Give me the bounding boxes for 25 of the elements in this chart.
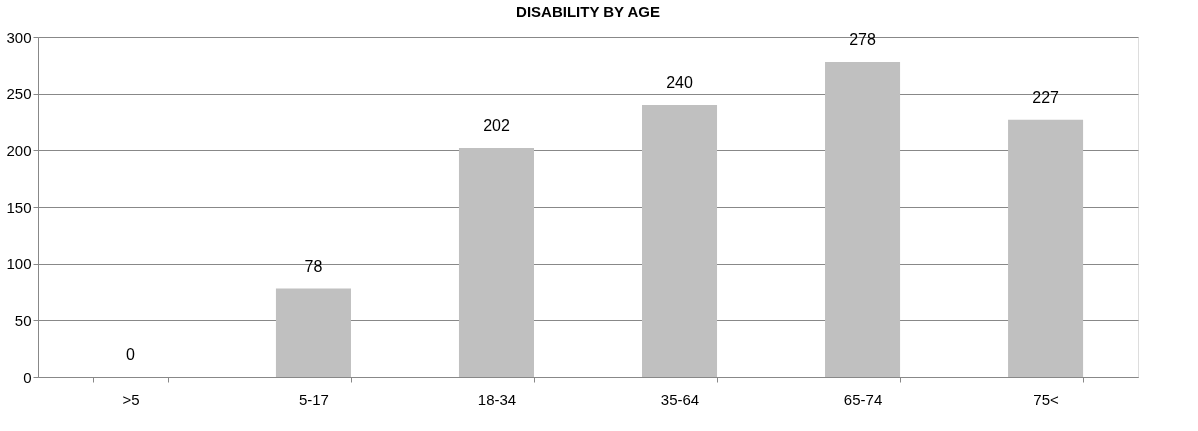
y-tick-label: 250 xyxy=(6,85,32,103)
y-tick-label: 100 xyxy=(6,255,32,273)
x-tick-label: 18-34 xyxy=(477,390,517,408)
bar xyxy=(641,105,718,377)
bar xyxy=(825,61,901,377)
x-tick-label: >5 xyxy=(122,390,140,408)
y-tick-label: 150 xyxy=(6,198,32,216)
data-label: 278 xyxy=(849,30,876,48)
data-label: 227 xyxy=(1032,88,1060,106)
x-tick-label: 35-64 xyxy=(660,390,700,408)
x-tick-label: 75< xyxy=(1033,390,1060,408)
data-label: 0 xyxy=(125,346,135,363)
y-tick-label: 300 xyxy=(6,28,32,46)
x-tick-label: 5-17 xyxy=(298,390,329,408)
x-tick-label: 65-74 xyxy=(843,390,883,408)
bar xyxy=(1008,119,1084,377)
y-tick-label: 0 xyxy=(23,368,32,386)
data-label: 240 xyxy=(666,74,693,91)
data-label: 202 xyxy=(483,117,510,135)
chart-title: DISABILITY BY AGE xyxy=(516,3,660,20)
bar xyxy=(275,288,351,377)
y-tick-label: 50 xyxy=(14,311,32,329)
y-tick-label: 200 xyxy=(6,141,32,159)
data-label: 78 xyxy=(304,257,323,275)
bar xyxy=(458,148,535,377)
